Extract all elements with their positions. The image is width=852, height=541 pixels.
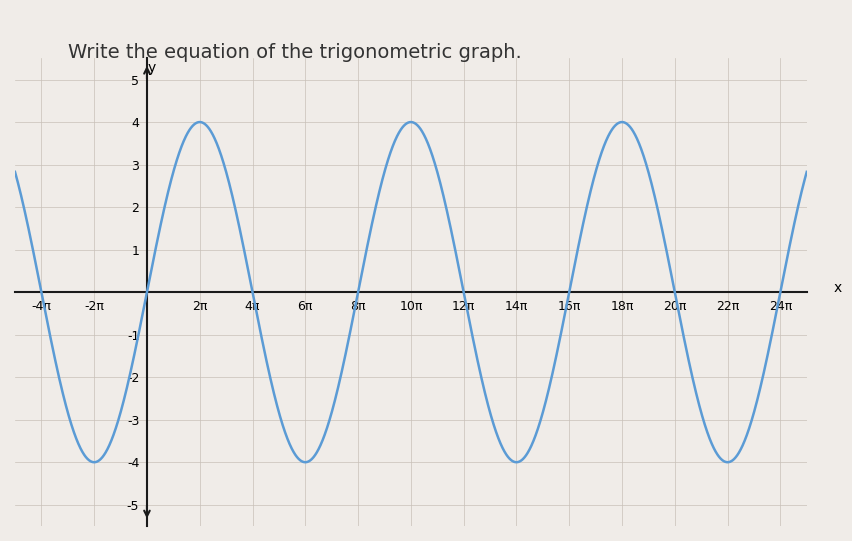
Text: y: y xyxy=(147,61,156,75)
Text: Write the equation of the trigonometric graph.: Write the equation of the trigonometric … xyxy=(68,43,522,62)
Text: x: x xyxy=(833,281,842,295)
